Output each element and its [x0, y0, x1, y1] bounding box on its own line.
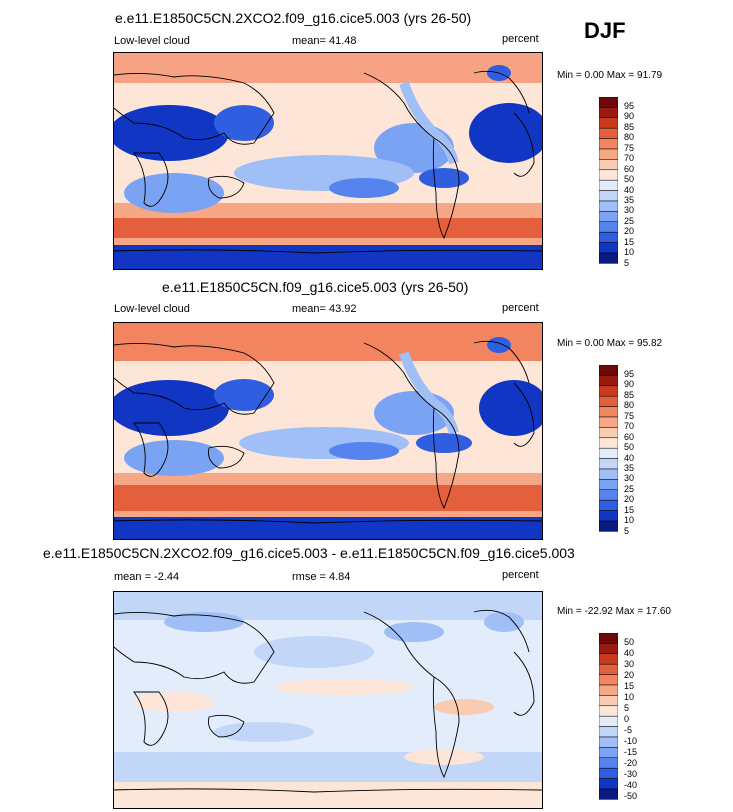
panel3-cb-label: -40 [624, 780, 638, 790]
panel3-cb-label: -50 [624, 791, 638, 801]
panel3-cb-label: -15 [624, 747, 638, 757]
panel2-cb-label: 75 [624, 411, 635, 421]
panel1-cb-label: 15 [624, 237, 635, 247]
panel3-colorbar-swatches [598, 632, 619, 800]
panel3-units: percent [502, 569, 539, 581]
panel2-cb-label: 90 [624, 379, 635, 389]
panel1-minmax: Min = 0.00 Max = 91.79 [557, 70, 663, 81]
panel3-minmax: Min = -22.92 Max = 17.60 [557, 606, 671, 617]
panel1-cb-label: 75 [624, 143, 635, 153]
panel3-cb-label: 40 [624, 648, 635, 658]
panel1-cb-label: 20 [624, 226, 635, 236]
panel3-cb-label: -10 [624, 736, 638, 746]
panel1-cb-label: 25 [624, 216, 635, 226]
season-label: DJF [584, 18, 626, 43]
panel3-cb-label: 15 [624, 681, 635, 691]
panel3-title: e.e11.E1850C5CN.2XCO2.f09_g16.cice5.003 … [43, 545, 575, 561]
panel2-cb-label: 10 [624, 515, 635, 525]
panel1-cb-label: 30 [624, 205, 635, 215]
panel3-colorbar [598, 632, 619, 800]
panel1-mean: mean= 41.48 [292, 35, 357, 47]
panel1-cb-label: 95 [624, 101, 635, 111]
panel3-rmse: rmse = 4.84 [292, 571, 351, 583]
panel1-colorbar-swatches [598, 96, 619, 264]
panel3-map [113, 591, 543, 809]
panel3-cb-label: 10 [624, 692, 635, 702]
panel2-cb-label: 85 [624, 390, 635, 400]
panel2-colorbar-swatches [598, 364, 619, 532]
panel1-cb-label: 10 [624, 247, 635, 257]
panel1-colorbar [598, 96, 619, 264]
panel3-mean: mean = -2.44 [114, 571, 180, 583]
panel2-cb-label: 20 [624, 494, 635, 504]
panel2-cb-label: 30 [624, 473, 635, 483]
panel2-units: percent [502, 302, 539, 314]
panel1-cb-label: 35 [624, 195, 635, 205]
panel1-cb-label: 60 [624, 164, 635, 174]
panel1-cb-label: 70 [624, 153, 635, 163]
panel2-cb-label: 50 [624, 442, 635, 452]
panel2-map [113, 322, 543, 540]
panel1-cb-label: 40 [624, 185, 635, 195]
panel3-cb-label: -5 [624, 725, 633, 735]
panel1-field [114, 53, 542, 269]
panel2-colorbar [598, 364, 619, 532]
panel1-variable: Low-level cloud [114, 35, 190, 47]
panel1-title: e.e11.E1850C5CN.2XCO2.f09_g16.cice5.003 … [115, 10, 472, 26]
panel1-cb-label: 90 [624, 111, 635, 121]
panel3-cb-label: 30 [624, 659, 635, 669]
panel2-cb-label: 40 [624, 453, 635, 463]
panel1-units: percent [502, 33, 539, 45]
panel1-cb-label: 50 [624, 174, 635, 184]
panel2-minmax: Min = 0.00 Max = 95.82 [557, 338, 663, 349]
panel1-cb-label: 85 [624, 122, 635, 132]
panel2-mean: mean= 43.92 [292, 303, 357, 315]
panel1-cb-label: 80 [624, 132, 635, 142]
panel2-cb-label: 15 [624, 505, 635, 515]
panel3-cb-label: 20 [624, 670, 635, 680]
panel3-cb-label: -30 [624, 769, 638, 779]
panel1-coastlines [114, 70, 542, 254]
panel2-cb-label: 60 [624, 432, 635, 442]
panel3-field [114, 592, 542, 808]
panel3-coastlines [114, 609, 542, 793]
panel2-cb-label: 80 [624, 400, 635, 410]
panel2-title: e.e11.E1850C5CN.f09_g16.cice5.003 (yrs 2… [162, 279, 469, 295]
panel2-cb-label: 25 [624, 484, 635, 494]
panel2-field [114, 323, 542, 539]
panel2-cb-label: 35 [624, 463, 635, 473]
panel3-cb-label: 0 [624, 714, 630, 724]
panel3-cb-label: 50 [624, 637, 635, 647]
panel3-cb-label: 5 [624, 703, 630, 713]
panel1-map [113, 52, 543, 270]
panel2-variable: Low-level cloud [114, 303, 190, 315]
panel2-cb-label: 70 [624, 421, 635, 431]
panel3-cb-label: -20 [624, 758, 638, 768]
panel1-cb-label: 5 [624, 258, 630, 268]
panel2-cb-label: 95 [624, 369, 635, 379]
panel2-cb-label: 5 [624, 526, 630, 536]
panel2-coastlines [114, 340, 542, 524]
